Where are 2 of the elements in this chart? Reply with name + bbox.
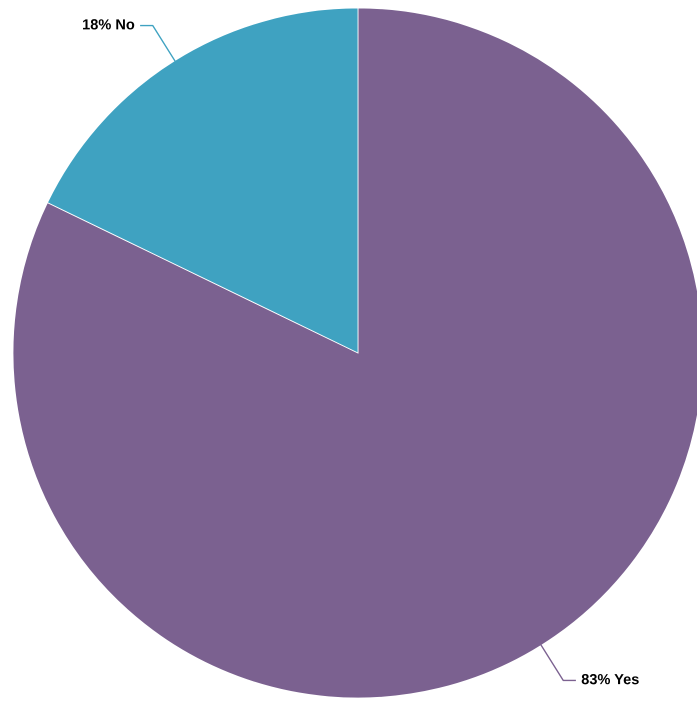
slice-label: 18% No (83, 19, 134, 30)
slice-label: 83% Yes (582, 674, 639, 684)
